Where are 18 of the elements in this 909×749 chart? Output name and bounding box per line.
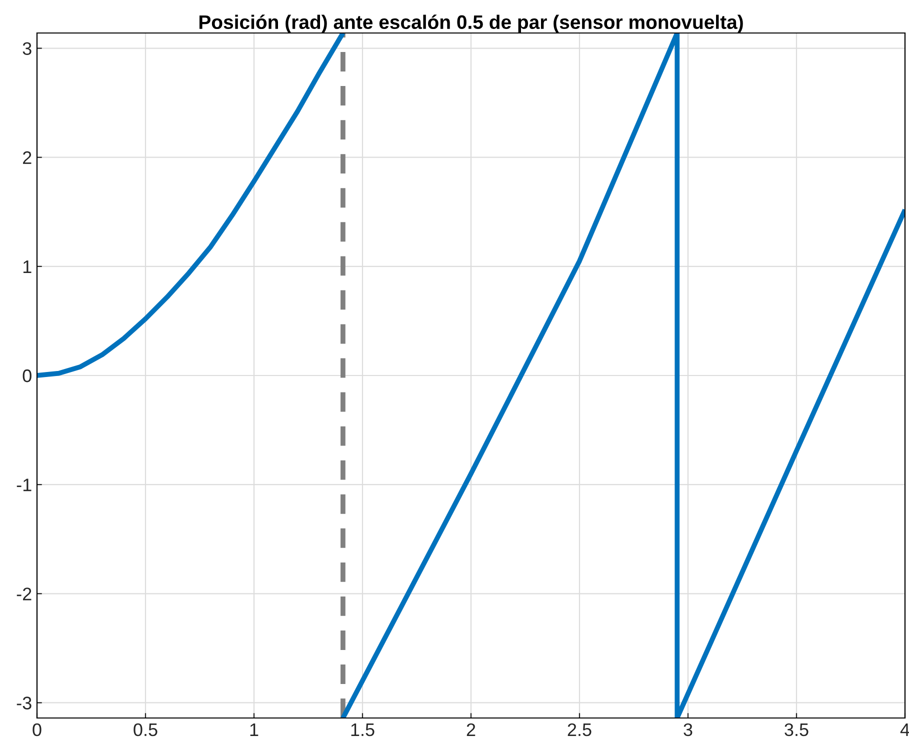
x-tick-label: 4 <box>900 724 909 736</box>
chart-title: Posición (rad) ante escalón 0.5 de par (sensor monovuelta) <box>199 14 743 33</box>
y-tick-label: -3 <box>16 696 32 710</box>
x-tick-label: 1 <box>250 724 258 736</box>
x-tick-label: 3.5 <box>784 723 808 736</box>
y-tick-label: 1 <box>23 260 32 273</box>
x-tick-label: 0.5 <box>134 723 158 736</box>
x-tick-label: 1.5 <box>351 724 374 736</box>
y-tick-label: -2 <box>16 588 32 600</box>
x-tick-label: 2.5 <box>568 723 592 736</box>
x-tick-label: 2 <box>466 723 476 736</box>
y-tick-label: 3 <box>22 42 32 55</box>
x-tick-label: 3 <box>684 723 692 736</box>
line-series <box>37 33 346 378</box>
y-tick-label: 2 <box>23 151 32 164</box>
y-tick-label: 0 <box>22 369 32 382</box>
x-tick-label: 0 <box>32 723 42 736</box>
y-tick-label: -1 <box>16 478 32 492</box>
